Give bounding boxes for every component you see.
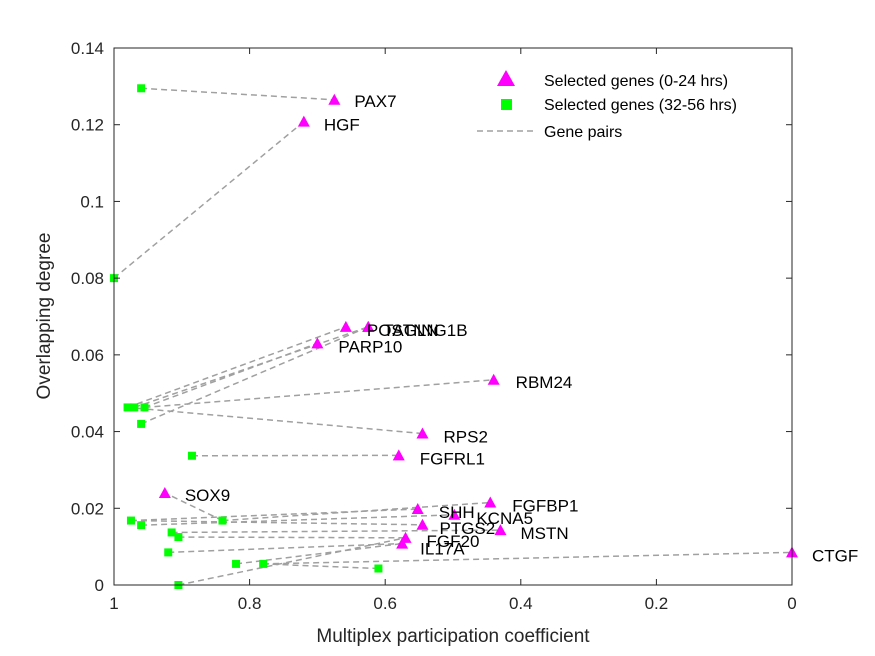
- gene-pair-line-17: [168, 542, 403, 554]
- early-gene-triangle-hgf: [297, 115, 310, 127]
- gene-pair-line-15: [171, 529, 501, 534]
- gene-label-mstn: MSTN: [520, 524, 568, 543]
- gene-pair-line-3: [127, 326, 347, 409]
- late-gene-square-12: [174, 533, 183, 542]
- late-gene-square-3: [123, 403, 132, 412]
- early-gene-triangle-fgfrl1: [392, 449, 405, 461]
- gene-label-ng1b: NG1B: [421, 321, 467, 340]
- y-axis-title: Overlapping degree: [34, 233, 55, 400]
- gene-pair-line-7: [144, 379, 494, 409]
- gene-label-il17a: IL17A: [420, 540, 465, 559]
- gene-label-hgf: HGF: [324, 116, 360, 135]
- legend-triangle-marker: [497, 70, 515, 86]
- legend-entry-0-24: Selected genes (0-24 hrs): [544, 73, 728, 90]
- legend-entry-gene-pairs: Gene pairs: [544, 124, 622, 141]
- gene-label-fgf20: FGF20: [427, 532, 480, 551]
- gene-pair-line-12: [130, 508, 418, 522]
- x-tick-label: 0.2: [645, 594, 669, 613]
- late-gene-square-16: [374, 564, 383, 573]
- x-tick-label: 1: [109, 594, 118, 613]
- x-axis-title: Multiplex participation coefficient: [316, 626, 590, 647]
- gene-pair-line-1: [141, 87, 335, 101]
- gene-label-pax7: PAX7: [354, 92, 396, 111]
- legend-entry-32-56: Selected genes (32-56 hrs): [544, 97, 737, 114]
- gene-label-parp10: PARP10: [338, 337, 402, 356]
- y-tick-label: 0.02: [71, 499, 104, 518]
- gene-label-shh: SHH: [439, 503, 475, 522]
- gene-label-sox9: SOX9: [185, 486, 230, 505]
- y-tick-label: 0.06: [71, 346, 104, 365]
- axis-ticks-layer: 1 0.8 0.6 0.4 0.2 0 0 0.02 0.04 0.06 0.08 0.1 0.12 0.…: [71, 39, 797, 613]
- x-tick-label: 0.8: [238, 594, 262, 613]
- gene-label-tagln: TAGLN: [383, 321, 438, 340]
- early-gene-triangle-mstn: [494, 524, 507, 536]
- legend-square-marker: [501, 99, 512, 110]
- gene-pair-line-5: [144, 342, 318, 409]
- early-gene-triangle-rps2: [416, 427, 429, 439]
- gene-pair-line-21: [178, 537, 406, 586]
- y-tick-label: 0: [95, 576, 104, 595]
- early-gene-triangle-ptgs2: [416, 518, 429, 530]
- legend: Selected genes (0-24 hrs) Selected genes…: [470, 63, 780, 149]
- gene-label-postn: POSTN: [367, 321, 426, 340]
- early-gene-triangle-shh: [411, 503, 424, 515]
- gene-label-fgfbp1: FGFBP1: [512, 497, 578, 516]
- y-tick-label: 0.1: [80, 192, 104, 211]
- early-gene-triangle-fgfbp1: [484, 496, 497, 508]
- y-tick-label: 0.14: [71, 39, 104, 58]
- x-tick-label: 0: [787, 594, 796, 613]
- early-gene-triangle-pax7: [328, 93, 341, 105]
- gene-label-ctgf: CTGF: [812, 546, 858, 565]
- late-gene-square-5: [140, 403, 149, 412]
- gene-pair-line-14: [130, 519, 423, 526]
- gene-pairs-layer: [113, 87, 793, 586]
- gene-pair-line-13: [141, 514, 455, 526]
- late-gene-square-9: [126, 516, 135, 525]
- plot-box: [113, 47, 793, 586]
- late-gene-square-7: [187, 451, 196, 460]
- gene-pair-line-18: [235, 542, 403, 565]
- early-gene-triangle-postn: [339, 320, 352, 332]
- y-tick-label: 0.08: [71, 269, 104, 288]
- gene-pair-line-2: [113, 121, 305, 279]
- gene-pair-line-16: [178, 536, 406, 539]
- x-tick-label: 0.6: [373, 594, 397, 613]
- early-gene-triangle-sox9: [158, 486, 171, 498]
- late-gene-square-13: [164, 548, 173, 557]
- late-gene-square-1: [137, 84, 146, 93]
- gene-pair-line-19: [263, 551, 793, 565]
- y-tick-label: 0.04: [71, 423, 104, 442]
- gene-pair-line-10: [164, 492, 223, 522]
- early-gene-triangle-kcna5: [448, 508, 461, 520]
- y-tick-label: 0.12: [71, 116, 104, 135]
- late-gene-square-10: [137, 521, 146, 530]
- gene-label-fgfrl1: FGFRL1: [420, 449, 485, 468]
- late-gene-square-15: [259, 559, 268, 568]
- x-tick-label: 0.4: [509, 594, 533, 613]
- gene-label-ptgs2: PTGS2: [439, 519, 495, 538]
- late-gene-square-8: [218, 516, 227, 525]
- late-gene-square-4: [130, 403, 139, 412]
- late-gene-square-11: [167, 528, 176, 537]
- gene-label-rbm24: RBM24: [516, 373, 573, 392]
- legend-box: [470, 63, 780, 149]
- late-gene-square-6: [137, 419, 146, 428]
- early-gene-triangle-parp10: [311, 337, 324, 349]
- early-gene-triangle-ng1b: [362, 320, 375, 332]
- early-gene-triangle-il17a: [396, 537, 409, 549]
- gene-label-rps2: RPS2: [443, 427, 487, 446]
- early-gene-triangle-rbm24: [487, 373, 500, 385]
- gene-pair-line-6: [140, 326, 369, 425]
- late-gene-square-14: [232, 559, 241, 568]
- gene-label-kcna5: KCNA5: [476, 509, 533, 528]
